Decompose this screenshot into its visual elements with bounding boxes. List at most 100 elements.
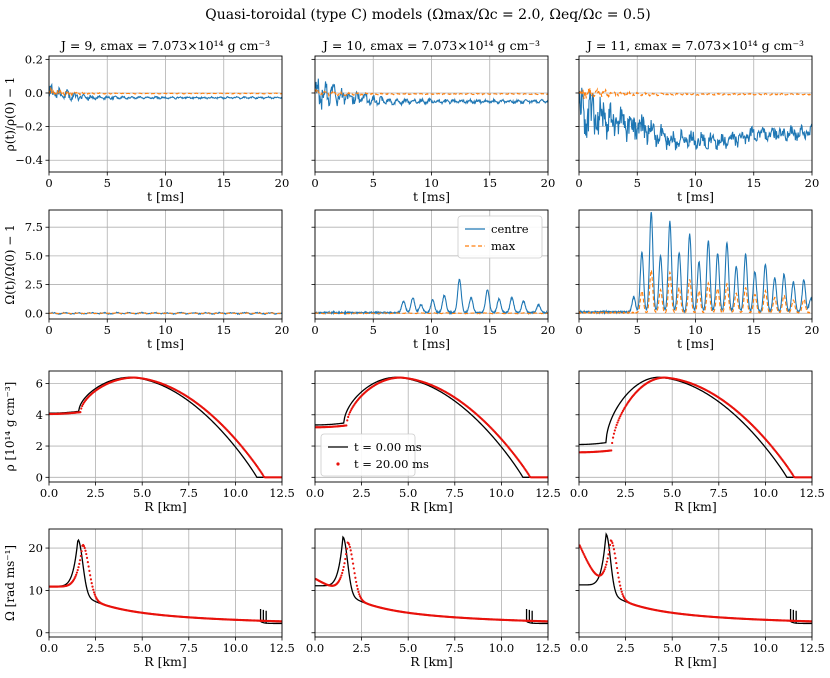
data-point <box>358 593 361 596</box>
y-tick-label: 7.5 <box>25 220 43 234</box>
x-tick-label: 0 <box>45 323 52 337</box>
data-point <box>349 549 352 552</box>
series-t-20-00-ms <box>49 376 282 479</box>
panel-title: J = 9, εmax = 7.073×10¹⁴ g cm⁻³ <box>59 38 270 53</box>
panel-r2-c2: 0.0 2.5 5.0 7.5 10.0 12.5 R [km] <box>570 370 825 514</box>
figure-suptitle: Quasi-toroidal (type C) models (Ωmax/Ωc … <box>205 7 650 23</box>
x-tick-label: 12.5 <box>269 641 295 655</box>
x-tick-label: 20 <box>805 323 820 337</box>
series-max <box>315 87 548 98</box>
y-tick-label: −0.2 <box>15 120 43 134</box>
x-tick-label: 0 <box>311 323 318 337</box>
series-centre <box>579 87 812 151</box>
data-point <box>604 566 607 569</box>
legend-label: t = 0.00 ms <box>354 440 422 454</box>
x-tick-label: 0.0 <box>40 641 58 655</box>
y-axis-label: ρ(t)/ρ(0) − 1 <box>3 77 17 152</box>
data-point <box>616 571 619 575</box>
data-point <box>345 547 348 550</box>
x-tick-label: 12.5 <box>535 486 561 500</box>
x-tick-label: 5.0 <box>133 641 151 655</box>
x-tick-label: 7.5 <box>446 641 464 655</box>
data-point <box>620 413 623 416</box>
data-point <box>353 572 356 575</box>
x-tick-label: 5 <box>634 323 641 337</box>
x-tick-label: 2.5 <box>616 486 634 500</box>
data-point <box>608 548 611 552</box>
x-tick-label: 10.0 <box>489 486 515 500</box>
x-axis-label: t [ms] <box>147 336 184 351</box>
series-t-20-00-ms <box>579 539 812 623</box>
data-point <box>89 578 93 581</box>
x-axis-label: t [ms] <box>677 336 714 351</box>
data-point <box>90 582 93 585</box>
data-point <box>581 551 584 554</box>
x-axis-label: R [km] <box>674 654 717 669</box>
data-point <box>579 544 581 547</box>
data-point <box>613 429 616 432</box>
x-tick-label: 0.0 <box>570 486 588 500</box>
axes-frame <box>314 528 549 638</box>
x-axis-label: t [ms] <box>147 189 184 204</box>
data-point <box>75 573 78 576</box>
data-point <box>617 576 620 579</box>
series-t-0-00-ms <box>49 376 282 478</box>
data-point <box>79 554 82 558</box>
data-point <box>79 411 82 414</box>
panel-r3-c0: 0.0 2.5 5.0 7.5 10.0 12.5 0 10 20 R [km] Ω [rad ms… <box>3 528 295 669</box>
data-point <box>344 553 348 556</box>
x-axis-label: R [km] <box>674 499 717 514</box>
data-point <box>80 407 83 410</box>
x-tick-label: 15 <box>216 323 231 337</box>
series-t-20-00-ms <box>49 543 282 623</box>
data-point <box>357 590 360 593</box>
data-point <box>610 449 613 452</box>
x-tick-label: 12.5 <box>269 486 295 500</box>
x-tick-label: 0.0 <box>306 641 324 655</box>
x-axis-label: R [km] <box>410 499 453 514</box>
series-max <box>315 312 548 315</box>
data-point <box>603 568 606 571</box>
x-tick-label: 5.0 <box>399 641 417 655</box>
x-tick-label: 0 <box>311 176 318 190</box>
x-axis-label: R [km] <box>410 654 453 669</box>
x-tick-label: 2.5 <box>616 641 634 655</box>
data-point <box>85 552 88 556</box>
x-tick-label: 0 <box>45 176 52 190</box>
data-point <box>605 560 609 563</box>
data-point <box>93 593 96 596</box>
data-point <box>351 562 355 565</box>
x-tick-label: 10 <box>424 323 439 337</box>
series-max <box>579 87 812 100</box>
series-centre <box>49 82 282 103</box>
legend-label: max <box>491 239 516 253</box>
x-tick-label: 2.5 <box>352 486 370 500</box>
panel-r0-c0: 0 5 10 15 20 0.2 0.0 −0.2 −0.4 t [ms] ρ(t)/ρ(0) − … <box>3 38 289 204</box>
x-tick-label: 20 <box>275 323 290 337</box>
data-point <box>618 580 621 583</box>
panel-r1-c2: 0 5 10 15 20 t [ms] <box>575 209 820 351</box>
x-tick-label: 0 <box>575 176 582 190</box>
legend-box <box>320 433 416 477</box>
data-point <box>615 561 618 565</box>
x-tick-label: 12.5 <box>799 641 825 655</box>
data-point <box>615 423 618 427</box>
x-tick-label: 5.0 <box>663 486 681 500</box>
data-point <box>339 576 342 579</box>
axes-frame <box>314 370 549 483</box>
x-tick-label: 7.5 <box>710 486 728 500</box>
x-tick-label: 20 <box>541 176 556 190</box>
series-t-0-00-ms <box>315 376 548 478</box>
x-tick-label: 5 <box>370 323 377 337</box>
data-point <box>91 585 94 588</box>
x-tick-label: 10 <box>158 176 173 190</box>
legend: centre max <box>457 215 543 259</box>
x-tick-label: 10.0 <box>223 641 249 655</box>
data-point <box>579 546 582 549</box>
x-tick-label: 20 <box>805 176 820 190</box>
data-point <box>349 409 352 412</box>
series-t-0-00-ms <box>579 376 812 478</box>
data-point <box>347 415 350 419</box>
data-point <box>351 557 354 560</box>
series-max <box>49 87 282 97</box>
